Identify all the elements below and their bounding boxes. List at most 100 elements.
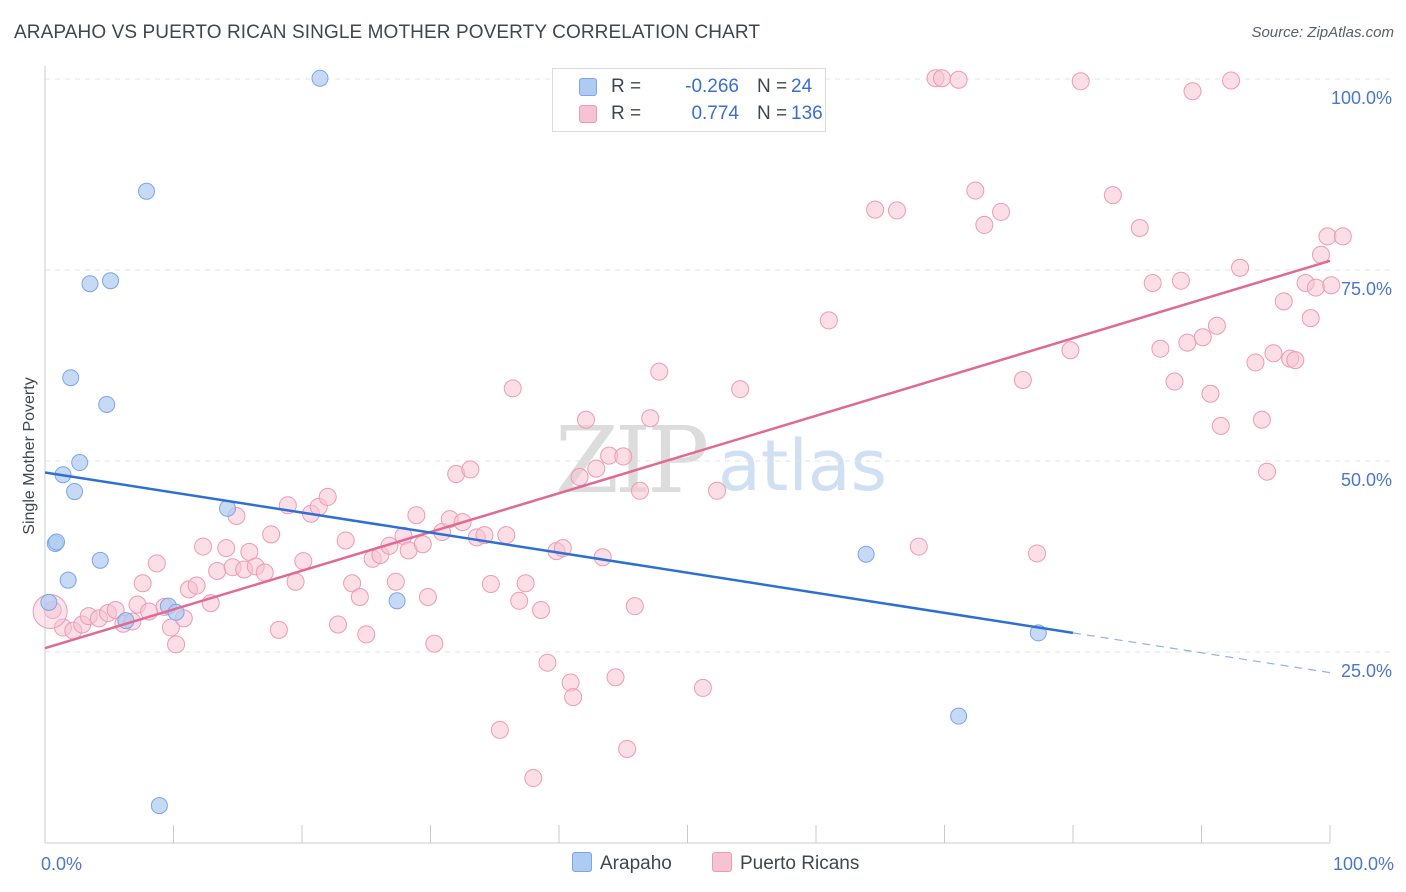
data-point-puerto-ricans: [618, 740, 637, 759]
arapaho-legend-label: Arapaho: [600, 853, 672, 874]
data-point-puerto-ricans: [328, 615, 347, 634]
data-point-puerto-ricans: [932, 69, 951, 88]
data-point-puerto-ricans: [461, 460, 480, 479]
data-point-arapaho: [71, 454, 89, 472]
data-point-puerto-ricans: [318, 487, 337, 506]
r-value: 0.774: [691, 103, 739, 124]
data-point-puerto-ricans: [1151, 339, 1170, 358]
data-point-puerto-ricans: [524, 769, 543, 788]
data-point-arapaho: [48, 533, 66, 551]
y-tick-labels: 25.0% 50.0% 75.0% 100.0%: [1331, 88, 1392, 681]
series-arapaho-points: [40, 69, 1047, 815]
data-point-puerto-ricans: [1222, 71, 1241, 90]
data-point-puerto-ricans: [516, 574, 535, 593]
stats-legend: R = -0.266 N = 24 R = 0.774 N = 136: [552, 68, 826, 132]
data-point-puerto-ricans: [1258, 462, 1277, 481]
data-point-arapaho: [81, 275, 99, 293]
data-point-puerto-ricans: [1333, 227, 1352, 246]
data-point-puerto-ricans: [1274, 292, 1293, 311]
trend-line-arapaho: [44, 471, 1074, 635]
x-tick-labels: 0.0% 100.0%: [41, 854, 1394, 874]
data-point-puerto-ricans: [294, 552, 313, 571]
trend-line-puerto-ricans: [44, 259, 1331, 650]
data-point-puerto-ricans: [161, 618, 180, 637]
data-point-puerto-ricans: [650, 362, 669, 381]
data-point-puerto-ricans: [1071, 72, 1090, 91]
data-point-puerto-ricans: [357, 625, 376, 644]
data-point-arapaho: [98, 395, 116, 413]
puerto-ricans-legend-label: Puerto Ricans: [740, 853, 860, 874]
data-point-puerto-ricans: [1306, 278, 1325, 297]
data-point-puerto-ricans: [425, 634, 444, 653]
source-credit: Source: ZipAtlas.com: [1251, 24, 1394, 41]
data-point-puerto-ricans: [564, 688, 583, 707]
watermark: ZIP atlas: [555, 407, 887, 514]
x-tick-label: 0.0%: [41, 854, 82, 874]
data-point-puerto-ricans: [693, 678, 712, 697]
data-point-puerto-ricans: [497, 526, 516, 545]
watermark-atlas: atlas: [718, 425, 887, 507]
data-point-puerto-ricans: [992, 202, 1011, 221]
data-point-puerto-ricans: [570, 468, 589, 487]
data-point-arapaho: [66, 483, 84, 501]
data-point-puerto-ricans: [1165, 372, 1184, 391]
data-point-puerto-ricans: [1143, 273, 1162, 292]
trend-line-arapaho-projection: [1072, 632, 1331, 674]
data-point-puerto-ricans: [187, 576, 206, 595]
data-point-puerto-ricans: [625, 597, 644, 616]
n-label: N =: [757, 76, 788, 97]
data-point-puerto-ricans: [819, 311, 838, 330]
data-point-puerto-ricans: [503, 379, 522, 398]
data-point-puerto-ricans: [532, 600, 551, 619]
chart-title: ARAPAHO VS PUERTO RICAN SINGLE MOTHER PO…: [14, 22, 761, 43]
data-point-puerto-ricans: [262, 525, 281, 544]
n-label: N =: [757, 103, 788, 124]
y-axis-label: Single Mother Poverty: [21, 377, 38, 534]
data-point-puerto-ricans: [1318, 227, 1337, 246]
y-tick-label: 25.0%: [1341, 661, 1392, 681]
data-point-puerto-ricans: [1013, 371, 1032, 390]
data-point-puerto-ricans: [966, 181, 985, 200]
data-point-puerto-ricans: [1322, 276, 1341, 295]
data-point-puerto-ricans: [1211, 416, 1230, 435]
puerto-ricans-swatch: [579, 105, 597, 123]
data-point-puerto-ricans: [606, 668, 625, 687]
data-point-puerto-ricans: [538, 653, 557, 672]
legend-item-puerto-ricans: Puerto Ricans: [712, 852, 859, 875]
data-point-puerto-ricans: [1264, 344, 1283, 363]
data-point-arapaho: [388, 592, 406, 610]
trend-lines: [44, 259, 1331, 674]
data-point-puerto-ricans: [194, 537, 213, 556]
data-point-puerto-ricans: [418, 587, 437, 606]
series-puerto-ricans-points: [32, 69, 1352, 788]
data-point-puerto-ricans: [708, 481, 727, 500]
legend-item-arapaho: Arapaho: [572, 852, 672, 875]
data-point-puerto-ricans: [975, 215, 994, 234]
data-point-puerto-ricans: [1061, 341, 1080, 360]
data-point-arapaho: [102, 272, 120, 290]
arapaho-legend-swatch: [572, 852, 592, 872]
data-point-puerto-ricans: [386, 572, 405, 591]
puerto-ricans-legend-swatch: [712, 852, 732, 872]
data-point-arapaho: [150, 797, 168, 815]
data-point-puerto-ricans: [593, 548, 612, 567]
data-point-puerto-ricans: [413, 535, 432, 554]
data-point-puerto-ricans: [481, 575, 500, 594]
data-point-puerto-ricans: [208, 562, 227, 581]
data-point-puerto-ricans: [1231, 258, 1250, 277]
data-point-puerto-ricans: [1193, 328, 1212, 347]
data-point-arapaho: [138, 182, 156, 200]
data-point-puerto-ricans: [1252, 410, 1271, 429]
n-value: 136: [791, 103, 823, 124]
data-point-arapaho: [950, 707, 968, 725]
arapaho-swatch: [579, 78, 597, 96]
data-point-puerto-ricans: [133, 574, 152, 593]
data-point-puerto-ricans: [866, 200, 885, 219]
data-point-puerto-ricans: [510, 591, 529, 610]
data-point-arapaho: [40, 593, 58, 611]
data-point-puerto-ricans: [1207, 316, 1226, 335]
r-label: R =: [611, 103, 642, 124]
data-point-puerto-ricans: [1103, 186, 1122, 205]
data-point-puerto-ricans: [1171, 271, 1190, 290]
